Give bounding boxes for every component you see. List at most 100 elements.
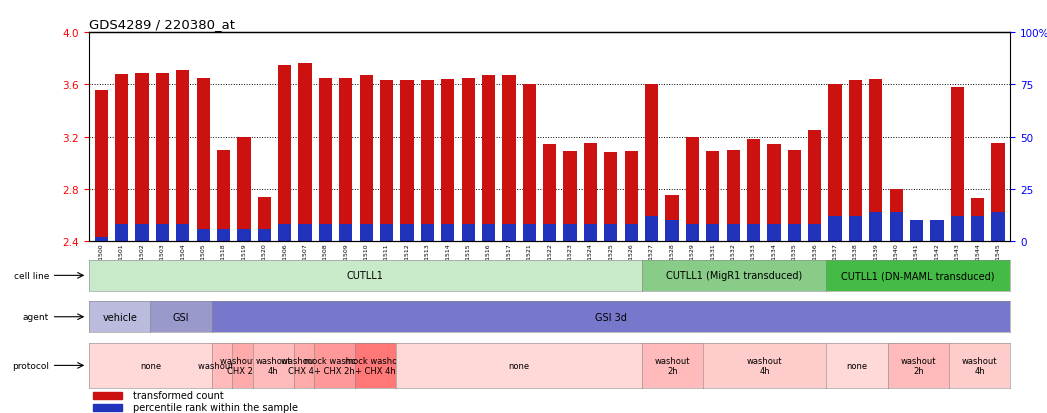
Text: washout
4h: washout 4h [747,356,782,375]
Bar [828,85,842,242]
Bar [931,221,943,242]
Text: mock washout
+ CHX 4h: mock washout + CHX 4h [346,356,406,375]
Text: none: none [846,361,867,370]
Bar [625,225,638,242]
Bar [522,225,536,242]
Bar [279,225,291,242]
Text: agent: agent [23,313,49,321]
Bar [482,76,495,242]
Bar [584,225,597,242]
Bar [890,212,903,242]
Bar [359,225,373,242]
Bar [400,225,414,242]
Bar [931,231,943,242]
Bar [686,137,699,242]
Bar [115,75,128,242]
Text: washout +
CHX 4h: washout + CHX 4h [282,356,327,375]
Bar [94,90,108,242]
Bar [482,225,495,242]
Bar [217,229,230,242]
Bar [258,197,271,242]
Bar [665,221,678,242]
Bar [135,74,149,242]
Bar [115,225,128,242]
Bar [176,71,190,242]
Bar [972,216,984,242]
Bar [869,212,883,242]
Bar [706,152,719,242]
Text: vehicle: vehicle [103,312,137,322]
Bar [767,225,780,242]
Bar [951,216,964,242]
Bar [380,81,394,242]
Bar [258,229,271,242]
Bar [319,78,332,242]
Text: washout +
CHX 2h: washout + CHX 2h [220,356,265,375]
Text: washout
2h: washout 2h [900,356,936,375]
Bar [808,225,821,242]
Bar [686,225,699,242]
Bar [645,85,659,242]
Bar [197,229,209,242]
Text: cell line: cell line [14,271,49,280]
Bar [197,78,209,242]
Bar [176,225,190,242]
Bar [135,225,149,242]
Bar [563,225,577,242]
Bar [238,229,250,242]
Bar [421,225,435,242]
Bar [380,225,394,242]
Bar [767,145,780,242]
Text: percentile rank within the sample: percentile rank within the sample [133,403,298,413]
FancyBboxPatch shape [93,392,121,399]
Bar [400,81,414,242]
Text: transformed count: transformed count [133,391,224,401]
FancyBboxPatch shape [93,404,121,411]
Bar [828,216,842,242]
Text: protocol: protocol [12,361,49,370]
Bar [787,225,801,242]
Bar [298,64,312,242]
Text: CUTLL1 (DN-MAML transduced): CUTLL1 (DN-MAML transduced) [842,271,995,281]
Bar [727,150,740,242]
Bar [625,152,638,242]
Bar [462,78,474,242]
Text: mock washout
+ CHX 2h: mock washout + CHX 2h [305,356,365,375]
Text: washout
4h: washout 4h [962,356,998,375]
Text: none: none [140,361,161,370]
Bar [706,225,719,242]
Bar [951,88,964,242]
Bar [849,216,862,242]
Bar [441,80,454,242]
Bar [910,233,923,242]
Text: CUTLL1 (MigR1 transduced): CUTLL1 (MigR1 transduced) [666,271,802,281]
Bar [992,212,1005,242]
Bar [972,199,984,242]
Bar [94,237,108,242]
Bar [522,85,536,242]
Bar [808,131,821,242]
Bar [584,144,597,242]
Text: washout
4h: washout 4h [255,356,291,375]
Bar [869,80,883,242]
Bar [339,225,353,242]
Bar [156,74,169,242]
Bar [421,81,435,242]
Bar [339,78,353,242]
Bar [503,76,515,242]
Bar [604,153,618,242]
Bar [319,225,332,242]
Bar [217,150,230,242]
Text: GDS4289 / 220380_at: GDS4289 / 220380_at [89,17,235,31]
Bar [727,225,740,242]
Bar [747,140,760,242]
Bar [441,225,454,242]
Bar [543,225,556,242]
Bar [359,76,373,242]
Text: washout
2h: washout 2h [654,356,690,375]
Text: CUTLL1: CUTLL1 [347,271,384,281]
Text: GSI 3d: GSI 3d [595,312,627,322]
Bar [298,225,312,242]
Bar [849,81,862,242]
Bar [645,216,659,242]
